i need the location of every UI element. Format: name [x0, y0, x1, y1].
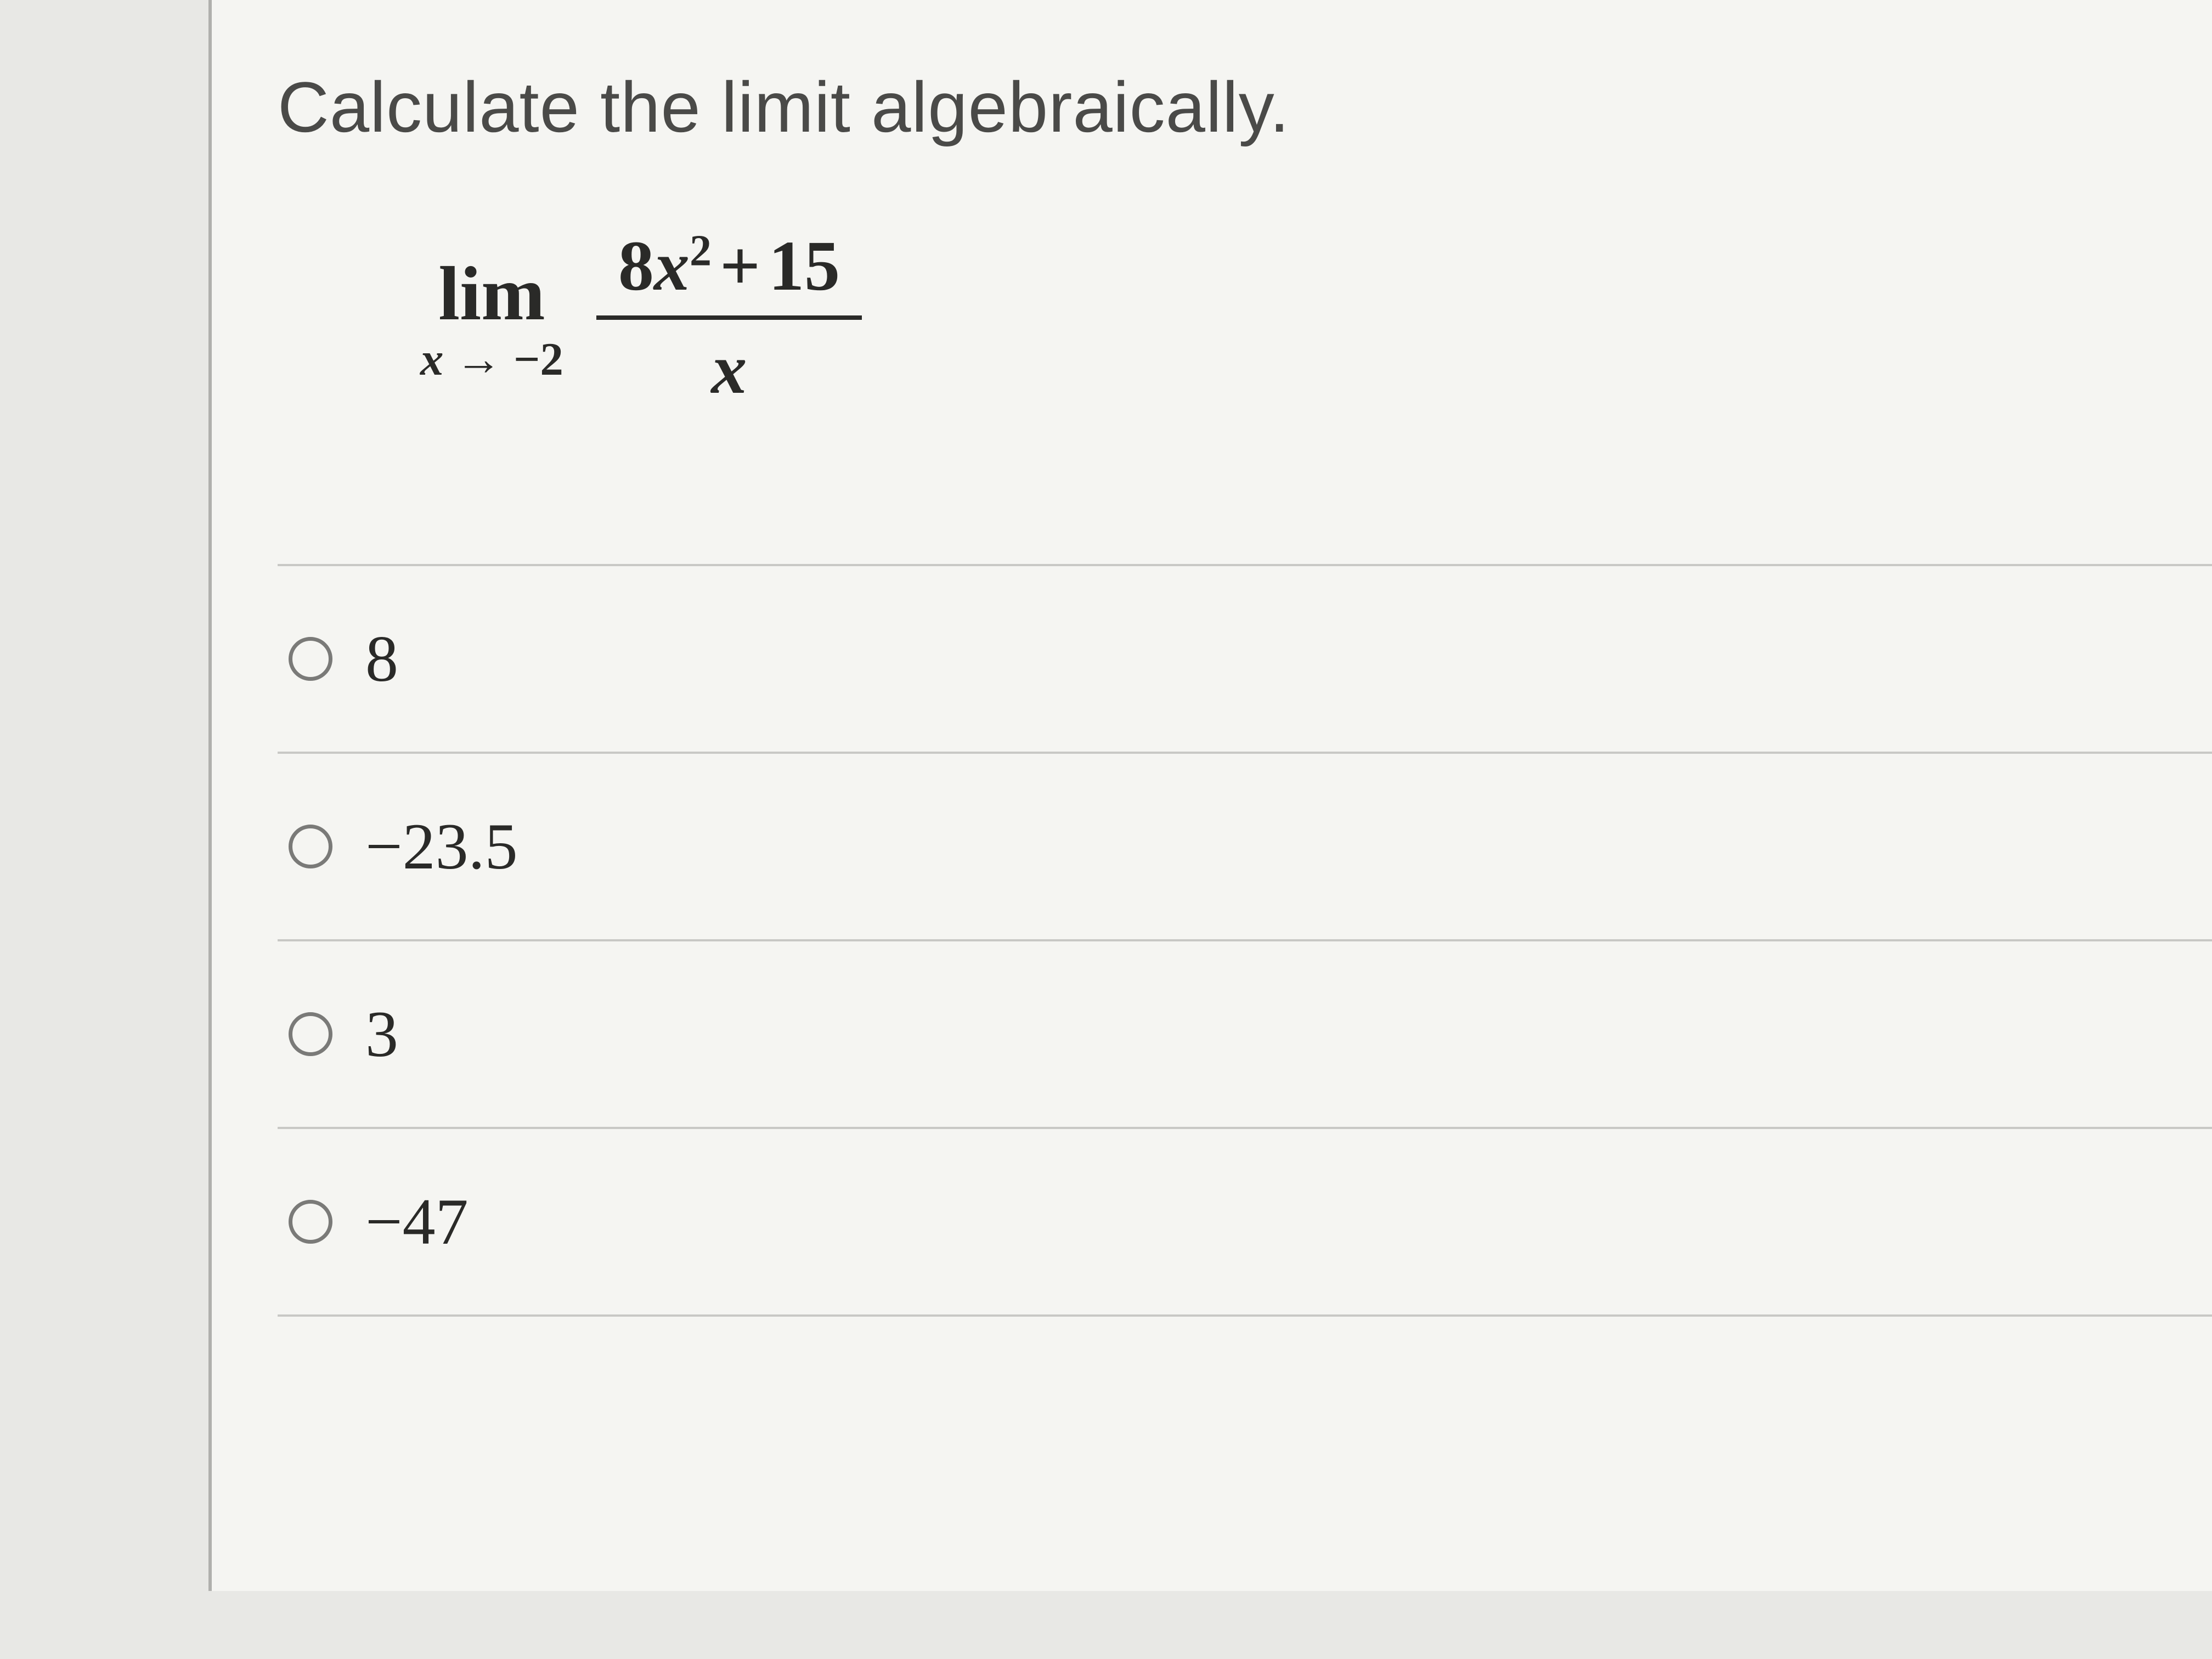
option-label: −23.5 — [365, 809, 518, 884]
fraction-bar — [596, 315, 862, 320]
option-row[interactable]: 8 — [278, 566, 2212, 754]
numerator-exp: 2 — [690, 227, 712, 275]
approach-arrow: → — [455, 332, 502, 386]
radio-icon[interactable] — [289, 637, 332, 681]
option-row[interactable]: −23.5 — [278, 754, 2212, 941]
limit-operator: lim — [438, 250, 545, 338]
option-row[interactable]: 3 — [278, 941, 2212, 1129]
radio-icon[interactable] — [289, 825, 332, 868]
limit-operator-block: lim x → −2 — [420, 250, 563, 386]
question-prompt: Calculate the limit algebraically. — [278, 66, 2212, 148]
options-list: 8 −23.5 3 −47 — [278, 564, 2212, 1317]
fraction: 8x2+15 x — [596, 225, 862, 410]
option-row[interactable]: −47 — [278, 1129, 2212, 1317]
limit-expression: lim x → −2 8x2+15 x — [420, 225, 2212, 410]
numerator-const: 15 — [769, 227, 840, 306]
numerator-var: x — [654, 227, 690, 306]
limit-approach: x → −2 — [420, 332, 563, 386]
option-label: −47 — [365, 1184, 469, 1260]
numerator-plus: + — [712, 227, 769, 306]
denominator: x — [711, 320, 747, 410]
option-label: 3 — [365, 996, 398, 1072]
radio-icon[interactable] — [289, 1200, 332, 1244]
question-container: Calculate the limit algebraically. lim x… — [208, 0, 2212, 1591]
radio-icon[interactable] — [289, 1012, 332, 1056]
approach-var: x — [420, 334, 444, 385]
numerator: 8x2+15 — [596, 225, 862, 315]
numerator-coeff: 8 — [618, 227, 654, 306]
approach-value: −2 — [514, 334, 563, 385]
option-label: 8 — [365, 621, 398, 697]
